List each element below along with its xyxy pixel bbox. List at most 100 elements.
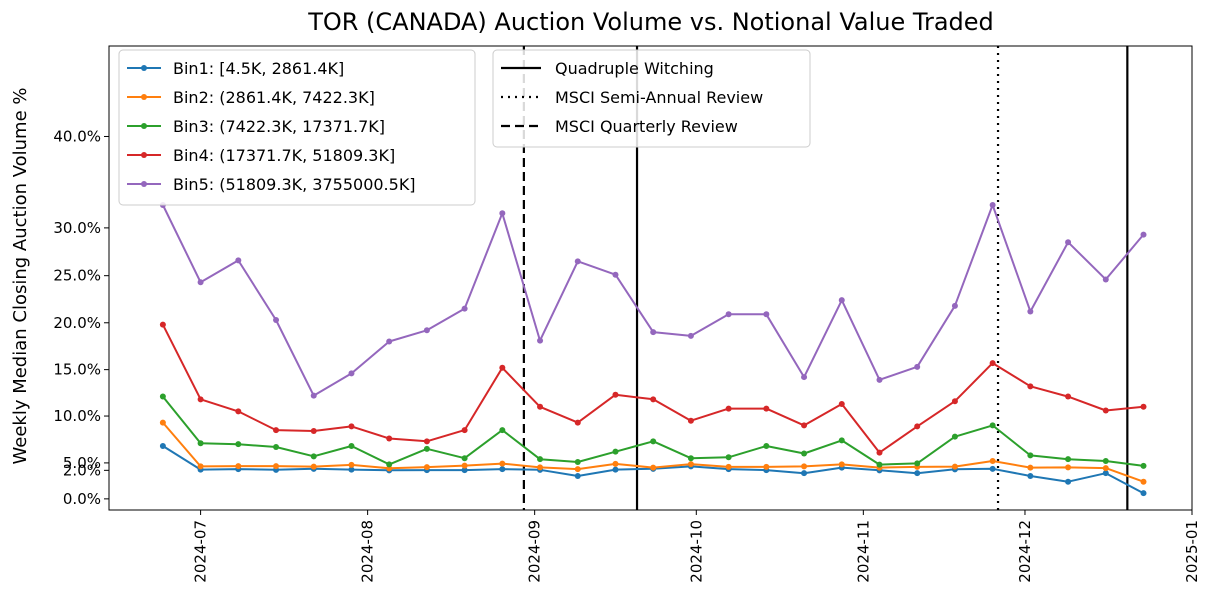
data-point [1102, 407, 1109, 414]
data-point [1140, 403, 1147, 410]
data-point [386, 338, 393, 345]
data-point [273, 427, 280, 434]
data-point [1102, 276, 1109, 283]
data-point [612, 448, 619, 455]
data-point [801, 422, 808, 429]
data-point [989, 422, 996, 429]
data-point [612, 271, 619, 278]
data-point [1065, 239, 1072, 246]
y-tick-label: 5.0% [63, 454, 101, 472]
data-point [386, 461, 393, 468]
data-point [197, 396, 204, 403]
data-point [914, 460, 921, 467]
data-point [876, 449, 883, 456]
data-point [650, 438, 657, 445]
data-point [461, 462, 468, 469]
data-point [273, 316, 280, 323]
y-tick-label: 30.0% [53, 219, 101, 237]
data-point [650, 396, 657, 403]
x-tick-label: 2024-11 [854, 520, 872, 583]
legend-series: Bin1: [4.5K, 2861.4K] Bin2: (2861.4K, 742… [118, 49, 476, 206]
data-point [951, 302, 958, 309]
data-point [989, 202, 996, 209]
data-point [273, 443, 280, 450]
legend-marker [141, 65, 147, 71]
data-point [1140, 231, 1147, 238]
data-point [914, 363, 921, 370]
data-point [159, 443, 166, 450]
data-point [612, 391, 619, 398]
data-point [461, 305, 468, 312]
data-point [989, 360, 996, 367]
data-point [461, 455, 468, 462]
series-2 [159, 419, 1147, 485]
data-point [914, 470, 921, 477]
data-point [499, 210, 506, 217]
y-axis: 0.0% 2.0%5.0% 10.0% 15.0% 20.0% 25.0% 30.0% 40.… [53, 127, 109, 508]
data-point [1102, 465, 1109, 472]
data-point [1102, 470, 1109, 477]
data-point [1065, 464, 1072, 471]
data-point [876, 461, 883, 468]
y-tick-label: 2.0% [63, 461, 101, 479]
data-point [348, 461, 355, 468]
data-point [423, 464, 430, 471]
data-point [801, 463, 808, 470]
data-point [386, 435, 393, 442]
data-point [423, 327, 430, 334]
y-tick-label: 10.0% [53, 407, 101, 425]
legend-label: Quadruple Witching [555, 59, 714, 78]
data-point [461, 467, 468, 474]
data-point [1140, 478, 1147, 485]
data-point [235, 463, 242, 470]
data-point [1027, 308, 1034, 315]
data-point [348, 423, 355, 430]
data-point [725, 311, 732, 318]
data-point [687, 417, 694, 424]
data-point [1140, 490, 1147, 497]
series-5 [159, 202, 1147, 399]
data-point [801, 450, 808, 457]
data-point [273, 463, 280, 470]
legend-events: Quadruple Witching MSCI Semi-Annual Revie… [492, 49, 811, 148]
series-3 [159, 393, 1147, 469]
data-point [310, 453, 317, 460]
data-point [650, 329, 657, 336]
data-point [876, 376, 883, 383]
legend-label: MSCI Semi-Annual Review [555, 88, 763, 107]
series-lines [159, 202, 1147, 497]
data-point [687, 461, 694, 468]
data-point [159, 419, 166, 426]
chart-title: TOR (CANADA) Auction Volume vs. Notional… [307, 8, 994, 36]
data-point [348, 370, 355, 377]
data-point [801, 374, 808, 381]
data-point [725, 405, 732, 412]
data-point [1027, 473, 1034, 480]
data-point [1027, 452, 1034, 459]
data-point [197, 279, 204, 286]
legend-marker [141, 94, 147, 100]
legend-marker [141, 181, 147, 187]
legend-label: Bin5: (51809.3K, 3755000.5K] [173, 175, 416, 194]
data-point [763, 311, 770, 318]
data-point [310, 392, 317, 399]
y-tick-label: 25.0% [53, 267, 101, 285]
data-point [461, 427, 468, 434]
y-tick-label: 0.0% [63, 490, 101, 508]
data-point [499, 427, 506, 434]
data-point [1027, 464, 1034, 471]
data-point [1065, 456, 1072, 463]
data-point [687, 455, 694, 462]
legend-marker [141, 152, 147, 158]
data-point [763, 443, 770, 450]
x-tick-label: 2024-08 [359, 520, 377, 583]
data-point [310, 463, 317, 470]
x-tick-label: 2025-01 [1183, 520, 1201, 583]
x-tick-label: 2024-09 [526, 520, 544, 583]
data-point [763, 463, 770, 470]
legend-label: MSCI Quarterly Review [555, 117, 738, 136]
data-point [687, 332, 694, 339]
legend-marker [141, 123, 147, 129]
data-point [197, 463, 204, 470]
